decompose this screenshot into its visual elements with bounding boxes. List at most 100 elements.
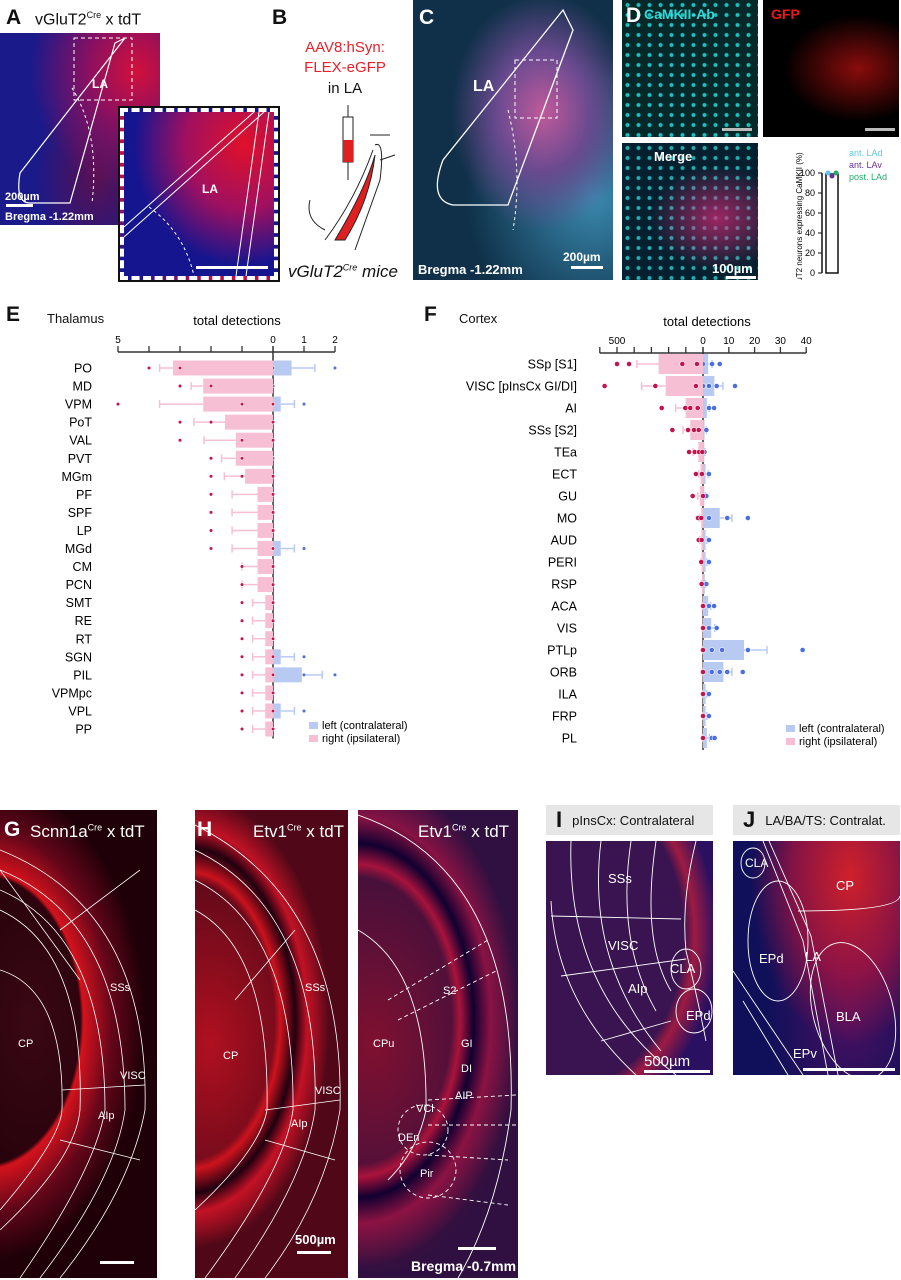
category-label: SPF — [68, 506, 93, 520]
data-point — [700, 625, 706, 631]
data-point — [239, 708, 245, 714]
data-point — [208, 528, 214, 533]
data-point — [706, 515, 712, 521]
legend-entry: left (contralateral) — [322, 720, 408, 732]
data-point — [239, 654, 245, 659]
y-axis-label: vGluT2 neurons expressing CaMKII (%) — [795, 152, 804, 280]
category-label: ORB — [550, 666, 577, 680]
title-sup: Cre — [452, 822, 467, 833]
channel-camkii-label: CaMKII-Ab — [644, 6, 715, 22]
category-label: VISC [pInsCx GI/DI] — [466, 380, 577, 394]
panel-j-image: CLA CP EPd LA BLA EPv — [733, 841, 900, 1075]
data-point — [689, 493, 696, 499]
data-point — [713, 383, 720, 389]
bar-ipsilateral — [257, 486, 273, 502]
region-label: AIp — [291, 1118, 308, 1130]
data-point — [685, 427, 691, 433]
bar-contralateral — [703, 508, 720, 528]
data-point — [301, 672, 307, 677]
region-label: EPd — [759, 951, 784, 966]
injection-site-label: in LA — [327, 80, 363, 97]
data-point — [744, 647, 751, 653]
data-point — [709, 361, 715, 367]
bar-ipsilateral — [265, 685, 273, 701]
data-point — [208, 456, 214, 461]
category-label: VIS — [557, 622, 577, 636]
scale-bar — [722, 128, 752, 131]
data-point — [270, 456, 276, 461]
bar-ipsilateral — [224, 414, 273, 430]
category-label: PL — [562, 732, 577, 746]
data-point — [706, 559, 712, 565]
bar-ipsilateral — [265, 631, 273, 647]
data-point — [270, 402, 276, 407]
data-point — [698, 515, 705, 521]
panel-label-g: G — [4, 818, 21, 841]
region-label: AIp — [628, 981, 648, 996]
data-point — [700, 713, 706, 719]
category-label: GU — [558, 490, 577, 504]
region-outline — [436, 8, 574, 231]
data-point — [706, 471, 712, 477]
bar-contralateral — [703, 486, 705, 506]
inset-outline — [124, 112, 270, 276]
data-point — [700, 361, 706, 367]
category-label: PF — [76, 488, 92, 502]
legend-entry: left (contralateral) — [799, 723, 885, 735]
cortex-heading: Cortex — [459, 311, 498, 326]
gfp-image: GFP — [763, 0, 899, 137]
data-point — [239, 582, 245, 587]
bar-contralateral — [703, 464, 706, 484]
panel-g-image: Scnn1aCre x tdT G SSs CP VISC AIp — [0, 810, 157, 1278]
legend-entry: ant. LAd — [849, 148, 883, 158]
data-point — [700, 383, 706, 389]
bar-ipsilateral — [203, 378, 273, 394]
data-point — [706, 603, 712, 609]
data-point — [239, 636, 245, 641]
data-point — [711, 603, 717, 609]
data-point — [270, 654, 276, 659]
region-label: EPd — [686, 1008, 711, 1023]
data-point — [270, 510, 276, 515]
data-point — [177, 383, 183, 389]
data-point — [724, 669, 731, 675]
y-tick-label: 100 — [800, 168, 815, 178]
scale-bar — [865, 128, 895, 131]
data-point — [270, 474, 276, 479]
bar-ipsilateral — [265, 595, 273, 611]
panel-label-e: E — [6, 303, 21, 326]
bar-contralateral — [703, 442, 705, 462]
scale-label: 500µm — [644, 1053, 691, 1070]
bar-ipsilateral — [701, 574, 703, 594]
title-sup: Cre — [287, 822, 302, 833]
category-label: AI — [565, 402, 577, 416]
region-label: Pir — [420, 1168, 434, 1180]
panel-a-title: vGluT2Cre x tdT — [35, 10, 141, 29]
category-label: MGm — [61, 470, 92, 484]
bar-ipsilateral — [698, 442, 703, 462]
region-label: S2 — [443, 985, 457, 997]
data-point — [669, 427, 676, 433]
inset-region-label: LA — [202, 182, 218, 196]
data-point — [301, 546, 307, 551]
x-tick-label: 10 — [723, 336, 735, 347]
channel-merge-label: Merge — [654, 149, 693, 164]
data-point — [716, 361, 723, 367]
virus-label: AAV8:hSyn: FLEX-eGFP — [295, 38, 395, 78]
data-point — [239, 438, 245, 443]
data-point — [700, 669, 706, 675]
data-point — [626, 361, 632, 367]
bar-ipsilateral — [265, 667, 273, 683]
legend-entry: ant. LAv — [849, 160, 882, 170]
data-point — [332, 365, 338, 371]
data-point — [177, 420, 183, 425]
mouse-line-label: vGluT2Cre mice — [288, 262, 398, 282]
region-label: CP — [836, 878, 855, 893]
region-label: EPv — [793, 1046, 817, 1061]
category-label: VPM — [65, 398, 92, 412]
data-point — [698, 537, 705, 543]
legend-swatch — [786, 725, 795, 732]
y-tick-label: 80 — [805, 188, 815, 198]
data-point — [706, 537, 712, 543]
